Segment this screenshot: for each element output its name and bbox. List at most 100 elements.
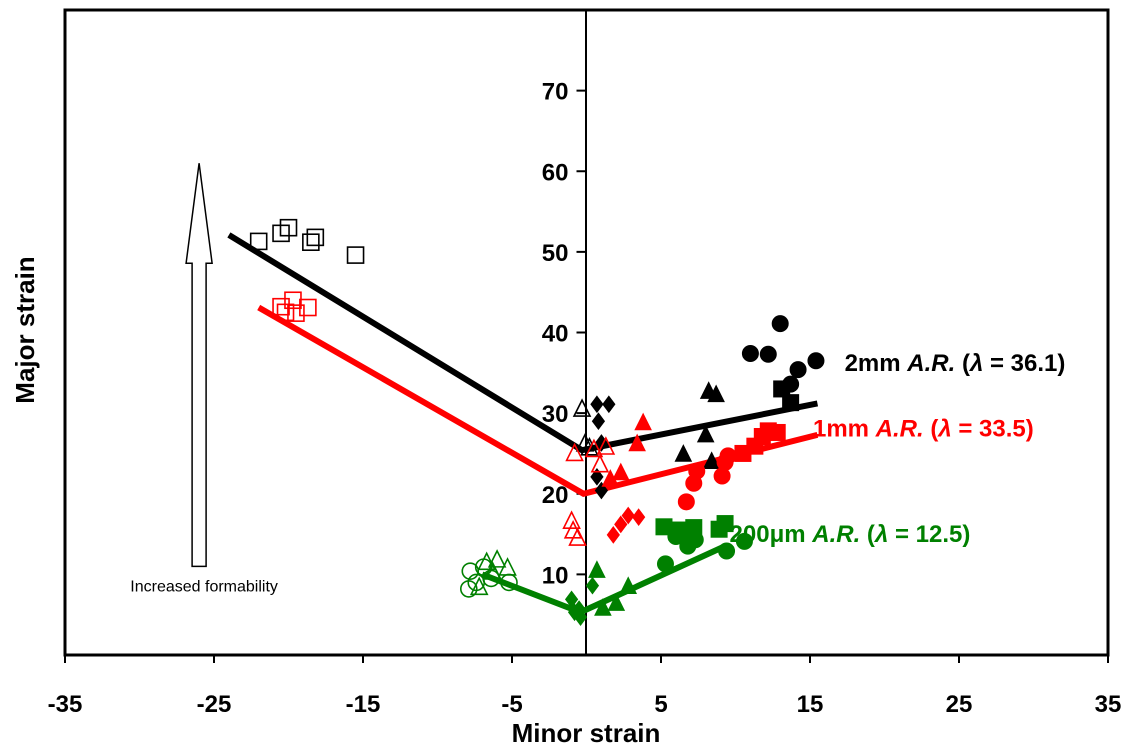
series-label-part: ( xyxy=(924,415,939,442)
annotation-text: Increased formability xyxy=(130,578,278,595)
diamond-marker xyxy=(606,526,620,544)
open-triangle-marker xyxy=(568,527,587,546)
diamond-marker xyxy=(632,508,646,526)
open-triangle-marker xyxy=(562,510,581,529)
y-tick-label: 10 xyxy=(542,562,569,589)
open-square-marker xyxy=(306,228,325,247)
diamond-marker xyxy=(591,412,606,431)
triangle-marker xyxy=(696,424,715,443)
series-label-part: λ xyxy=(968,350,983,377)
open-triangle-marker xyxy=(575,432,595,452)
open-circle-marker xyxy=(461,562,480,580)
x-axis-title: Minor strain xyxy=(512,718,661,748)
series-labels: 2mm A.R. (λ = 36.1)1mm A.R. (λ = 33.5)20… xyxy=(730,350,1066,548)
triangle-marker xyxy=(588,560,606,578)
square-marker xyxy=(768,423,786,441)
triangle-marker xyxy=(634,412,652,431)
y-tick-label: 60 xyxy=(542,159,569,186)
circle-marker xyxy=(688,462,706,480)
x-tick-label: 35 xyxy=(1095,691,1122,718)
series-label-part: ( xyxy=(860,521,875,548)
series-label-part: ( xyxy=(955,350,970,377)
open-square-marker xyxy=(287,304,305,322)
square-marker xyxy=(655,518,673,536)
square-marker xyxy=(773,380,791,398)
series-label-part: A.R. xyxy=(906,350,955,377)
triangle-marker xyxy=(707,384,725,403)
series-label: 200μm A.R. (λ = 12.5) xyxy=(730,521,971,548)
diamond-marker xyxy=(614,515,628,534)
x-tick-label: 15 xyxy=(797,691,824,718)
x-tick-label: -35 xyxy=(48,691,83,718)
open-triangle-marker xyxy=(572,398,592,417)
diamond-marker xyxy=(602,395,616,414)
triangle-marker xyxy=(611,462,630,481)
open-triangle-marker xyxy=(584,438,604,458)
y-axis-title: Major strain xyxy=(10,256,40,403)
circle-marker xyxy=(741,344,759,362)
series-label: 1mm A.R. (λ = 33.5) xyxy=(813,415,1034,442)
series-label-part: 200μm xyxy=(730,521,813,548)
circle-marker xyxy=(771,315,789,333)
series-label-part: = 33.5) xyxy=(952,415,1034,442)
triangle-marker xyxy=(619,576,638,594)
triangle-marker xyxy=(674,444,693,462)
x-tick-labels: -35 -25 -15 -5 5 15 25 35 xyxy=(48,655,1122,718)
open-square-marker xyxy=(302,233,320,251)
diamond-marker xyxy=(621,506,635,525)
triangle-marker xyxy=(628,433,646,452)
series-label-part: λ xyxy=(936,415,951,442)
circle-marker xyxy=(718,542,736,560)
up-arrow-icon xyxy=(185,163,213,568)
open-triangle-marker xyxy=(498,557,517,576)
triangle-marker xyxy=(702,451,721,469)
circle-marker xyxy=(807,352,825,370)
open-square-marker xyxy=(272,297,290,316)
open-triangle-marker xyxy=(483,561,502,580)
circle-marker xyxy=(735,532,753,550)
diamond-marker xyxy=(590,467,604,486)
series-label-part: A.R. xyxy=(875,415,924,442)
series-label-part: A.R. xyxy=(811,521,860,548)
series-label-part: 1mm xyxy=(813,415,876,442)
diamond-marker xyxy=(573,608,588,626)
open-triangle-marker xyxy=(580,437,599,456)
x-tick-label: 25 xyxy=(946,691,973,718)
square-marker xyxy=(782,394,800,412)
open-square-marker xyxy=(299,298,317,317)
x-tick-label: 5 xyxy=(654,691,667,718)
y-tick-labels: 10 20 30 40 50 60 70 xyxy=(542,79,587,589)
x-tick-label: -15 xyxy=(346,691,381,718)
open-square-marker xyxy=(346,246,365,264)
series-label-part: = 36.1) xyxy=(983,350,1065,377)
open-triangle-marker xyxy=(477,551,496,571)
circle-marker xyxy=(677,493,695,511)
square-marker xyxy=(685,519,703,537)
circle-marker xyxy=(789,361,807,379)
data-markers xyxy=(249,218,825,626)
series-label-part: = 12.5) xyxy=(888,521,970,548)
open-triangle-marker xyxy=(590,453,610,473)
series-label: 2mm A.R. (λ = 36.1) xyxy=(845,350,1066,377)
x-tick-label: -5 xyxy=(501,691,522,718)
circle-marker xyxy=(656,555,674,573)
y-tick-label: 50 xyxy=(542,240,569,267)
circle-marker xyxy=(759,345,777,363)
triangle-marker xyxy=(607,593,626,611)
series-label-part: λ xyxy=(873,521,888,548)
open-triangle-marker xyxy=(565,442,584,462)
x-tick-label: -25 xyxy=(197,691,232,718)
y-tick-label: 30 xyxy=(542,401,569,428)
open-square-marker xyxy=(249,232,268,251)
series-label-part: 2mm xyxy=(845,350,908,377)
diamond-marker xyxy=(564,590,579,609)
open-square-marker xyxy=(279,218,298,237)
triangle-marker xyxy=(594,598,612,616)
open-triangle-marker xyxy=(487,549,507,568)
diamond-marker xyxy=(585,576,600,595)
circle-marker xyxy=(719,447,737,465)
y-tick-label: 20 xyxy=(542,482,569,509)
diamond-marker xyxy=(590,395,604,414)
y-tick-label: 40 xyxy=(542,321,569,348)
